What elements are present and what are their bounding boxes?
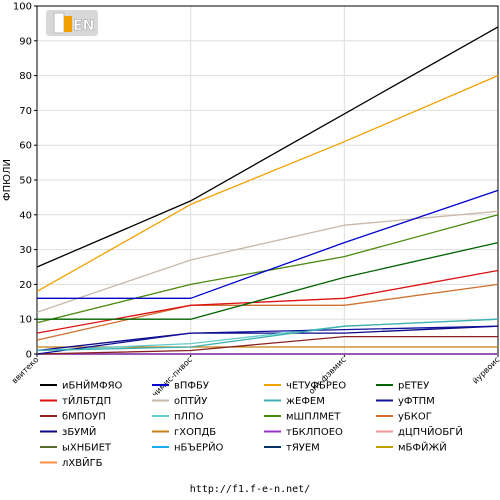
footer-url[interactable]: http://f1.f-e-n.net/ [189,484,311,495]
legend-label: тБКЛПОЕО [286,427,343,438]
y-tick-label: 70 [19,106,32,117]
x-tick-label: чимис-пнвос [150,355,194,399]
y-tick-label: 40 [19,210,32,221]
series-line [36,335,498,355]
series-line [36,75,499,292]
legend-label: уБКОГ [398,412,432,423]
y-tick-label: 10 [19,315,32,326]
series-line [37,241,499,320]
series-line [36,210,499,313]
legend-label: гХОПДБ [174,427,216,438]
legend-label: оПТЙУ [174,394,207,407]
series-layer [36,26,499,355]
series-line [36,325,499,352]
series-line [36,269,499,334]
y-tick-label: 20 [19,280,32,291]
y-axis-label: ФПЮЛИ [2,159,13,201]
y-tick-label: 60 [19,141,32,152]
x-axis: ввитеко чимис-пнвос опт фзвмис йурвоис [10,354,500,399]
legend-label: уФТПМ [398,396,435,407]
legend-label: тЙЛБТДП [62,394,111,407]
legend: иБНЙМФЯО вПФБУ чЕТУФБРЕО рЕТЕУ тЙЛБТДП оПТЙУ ж… [40,379,463,469]
svg-text:EN: EN [73,18,94,34]
series-line [36,325,499,355]
legend-label: тЯУЕМ [286,443,320,454]
f1en-logo: EN [46,10,98,36]
legend-label: жЕФЕМ [286,396,325,407]
legend-label: нБЪЕРЙО [174,441,224,454]
legend-label: мШПЛМЕТ [286,412,341,423]
legend-label: бМПОУП [62,412,106,423]
y-tick-label: 100 [13,2,32,13]
legend-label: рЕТЕУ [398,381,429,392]
y-tick-label: 0 [26,350,32,361]
legend-label: пЛПО [174,412,204,423]
series-line [36,283,499,341]
series-line [36,318,499,352]
series-line [36,214,499,324]
y-tick-label: 50 [19,176,32,187]
x-tick-label: йурвоис [471,355,500,386]
legend-label: зБУМЙ [62,425,96,438]
y-axis: 0 10 20 30 40 50 60 70 80 90 100 [13,2,37,361]
y-tick-label: 90 [19,36,32,47]
legend-label: вПФБУ [174,381,209,392]
y-tick-label: 30 [19,245,32,256]
series-line [36,26,499,268]
series-line [37,189,499,299]
legend-label: мБФЙЖЙ [398,441,447,454]
legend-label: дЦПЧЙОБГЙ [398,425,463,438]
legend-label: чЕТУФБРЕО [286,381,346,392]
legend-label: ыХНБИЕТ [62,443,112,454]
legend-label: лХВЙГБ [62,456,103,469]
legend-label: иБНЙМФЯО [62,379,123,392]
y-tick-label: 80 [19,71,32,82]
